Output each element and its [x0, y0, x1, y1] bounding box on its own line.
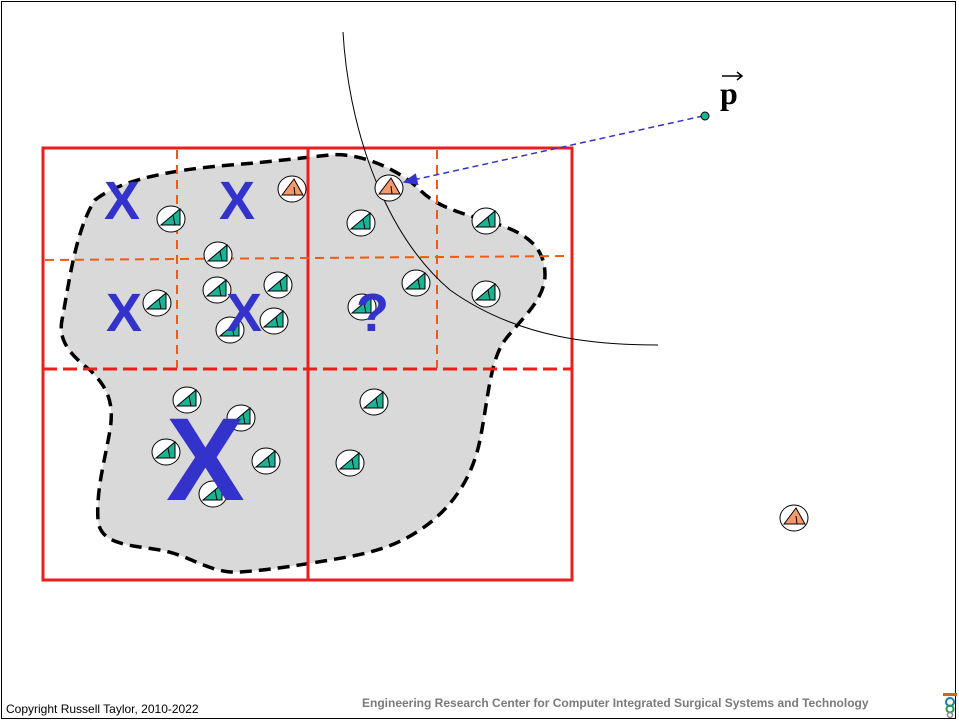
search-radius-arc: [342, 31, 659, 346]
excluded-cell-mark: X: [106, 283, 142, 343]
erc-logo-icon: [943, 693, 957, 718]
excluded-cell-mark: X: [219, 171, 255, 231]
excluded-cell-mark: X: [104, 171, 140, 231]
footer-center-text: Engineering Research Center for Computer…: [362, 696, 869, 710]
excluded-cell-mark-large: X: [166, 394, 245, 526]
point-label: p: [720, 75, 738, 111]
unknown-cell-mark: ?: [356, 283, 389, 343]
query-point: [700, 111, 710, 121]
subgrid-horizontal: [44, 255, 571, 261]
excluded-cell-mark: X: [226, 283, 262, 343]
closest-point-arrow: [402, 115, 704, 185]
copyright-text: Copyright Russell Taylor, 2010-2022: [6, 702, 199, 716]
